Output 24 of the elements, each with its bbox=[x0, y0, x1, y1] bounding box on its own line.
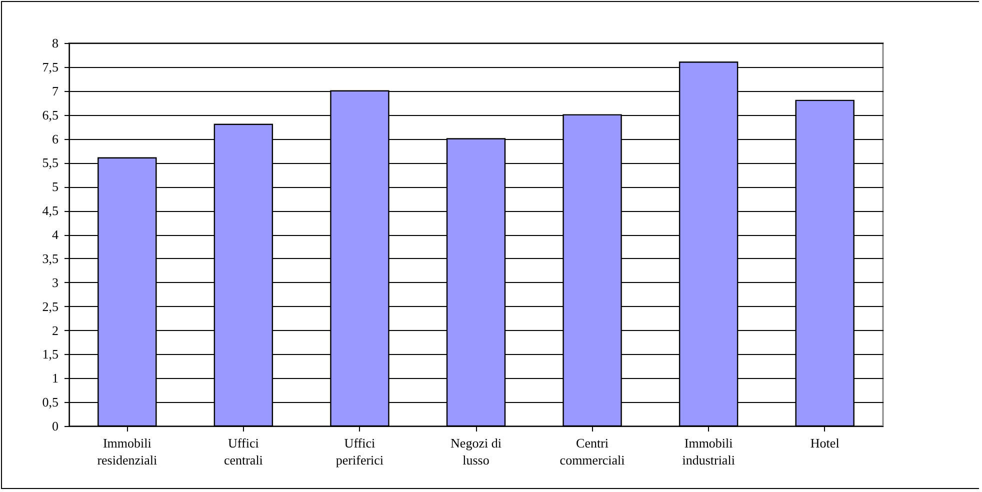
y-tick-label: 0 bbox=[52, 418, 58, 434]
y-tick-label: 8 bbox=[52, 36, 58, 50]
y-tick-label: 7,5 bbox=[42, 59, 58, 74]
x-tick-label: Uffici periferici bbox=[336, 436, 384, 468]
x-tick-label: Hotel bbox=[810, 436, 840, 450]
x-tick-label: Negozi di lusso bbox=[450, 436, 502, 468]
x-tick-label: Immobili industriali bbox=[682, 436, 736, 468]
y-tick-label: 2 bbox=[52, 322, 58, 338]
y-tick-label: 5,5 bbox=[42, 155, 58, 170]
x-tick-label: Uffici centrali bbox=[224, 436, 264, 468]
y-tick-label: 1 bbox=[52, 370, 58, 386]
y-tick-label: 4 bbox=[52, 227, 59, 242]
y-tick-label: 5 bbox=[52, 179, 58, 194]
x-tick-label: Centri commerciali bbox=[560, 436, 626, 468]
y-tick-label: 6 bbox=[52, 131, 59, 146]
x-tick-label: Immobili residenziali bbox=[97, 436, 158, 468]
y-tick-label: 2,5 bbox=[42, 298, 58, 314]
y-tick-label: 6,5 bbox=[42, 107, 58, 122]
y-tick-label: 1,5 bbox=[42, 346, 58, 362]
y-tick-label: 7 bbox=[52, 83, 59, 98]
y-tick-label: 3 bbox=[52, 274, 58, 290]
y-tick-label: 4,5 bbox=[42, 203, 58, 218]
y-tick-label: 0,5 bbox=[42, 394, 58, 410]
y-tick-label: 3,5 bbox=[42, 250, 58, 266]
